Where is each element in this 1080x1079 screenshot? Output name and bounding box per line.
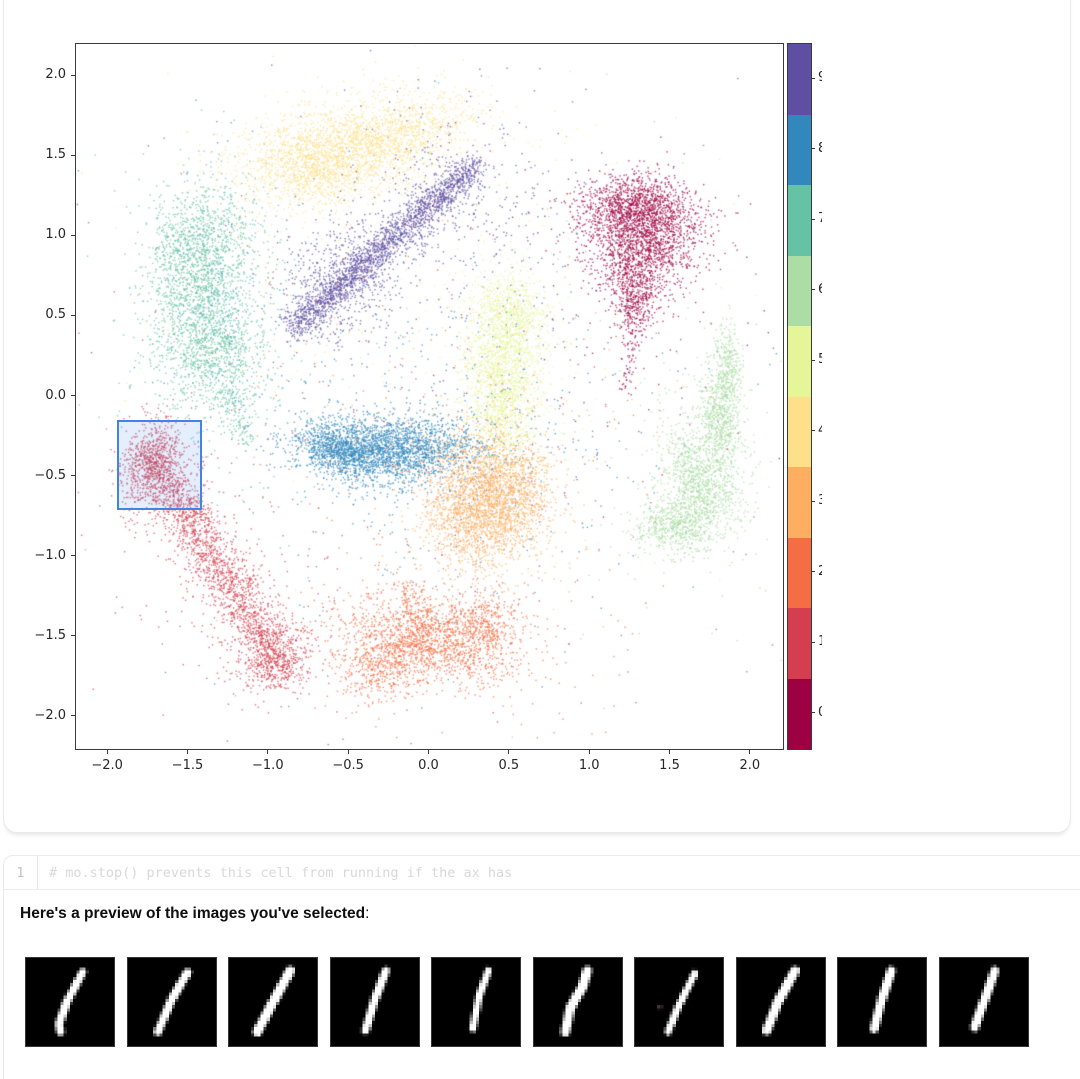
- y-tick-label: −1.5: [34, 627, 66, 643]
- colorbar-tick-label: 1: [818, 634, 822, 649]
- preview-heading-bold: Here's a preview of the images you've se…: [20, 905, 366, 922]
- y-tick-label: 0.0: [45, 387, 66, 403]
- x-tick-label: 1.5: [659, 758, 680, 773]
- x-tick-label: 2.0: [739, 758, 761, 773]
- digit-canvas: [838, 958, 926, 1046]
- digit-canvas: [432, 958, 520, 1046]
- colorbar-tick-label: 2: [818, 564, 822, 579]
- colorbar-segment: [788, 185, 811, 256]
- digit-image: [532, 957, 623, 1047]
- x-tick: [347, 750, 349, 754]
- y-tick-label: 0.5: [45, 307, 66, 323]
- x-tick-label: −1.0: [252, 758, 284, 773]
- x-tick-label: −0.5: [332, 758, 364, 773]
- colorbar-tick-label: 5: [818, 352, 822, 367]
- y-tick: [71, 555, 75, 557]
- y-tick-label: 2.0: [45, 67, 66, 83]
- digit-image: [634, 957, 724, 1047]
- digit-canvas: [939, 958, 1028, 1046]
- x-tick: [588, 750, 590, 754]
- colorbar-segment: [788, 44, 811, 115]
- preview-heading: Here's a preview of the images you've se…: [20, 905, 369, 923]
- embedding-plot[interactable]: [75, 43, 784, 750]
- digit-canvas: [635, 958, 723, 1046]
- colorbar-tick: [811, 571, 815, 573]
- x-tick: [669, 750, 671, 754]
- digit-canvas: [533, 958, 622, 1046]
- digit-canvas: [736, 958, 825, 1046]
- colorbar-tick: [811, 289, 815, 291]
- x-tick-label: 0.0: [418, 758, 439, 773]
- colorbar-tick: [811, 641, 815, 643]
- y-tick: [71, 635, 75, 637]
- digit-preview-row: [25, 957, 1029, 1047]
- y-tick: [71, 395, 75, 396]
- y-tick-label: 1.0: [45, 227, 66, 243]
- selection-rectangle[interactable]: [116, 419, 203, 510]
- colorbar-segment: [788, 255, 811, 326]
- colorbar-segment: [788, 537, 811, 608]
- digit-image: [329, 957, 420, 1047]
- colorbar-tick: [811, 712, 815, 714]
- colorbar-tick: [811, 430, 815, 432]
- x-tick-label: −2.0: [91, 758, 123, 773]
- colorbar-tick: [811, 218, 815, 220]
- colorbar-tick-label: 7: [818, 211, 822, 226]
- scatter-canvas: [76, 44, 783, 749]
- y-tick-label: 1.5: [45, 147, 66, 163]
- y-tick: [71, 234, 75, 236]
- x-tick: [508, 750, 510, 754]
- colorbar-segment: [788, 396, 811, 467]
- digit-canvas: [229, 958, 317, 1046]
- x-tick-label: 1.0: [578, 758, 600, 773]
- digit-image: [431, 957, 521, 1047]
- colorbar-tick-label: 4: [818, 423, 822, 438]
- colorbar: [787, 43, 812, 750]
- y-tick: [71, 154, 75, 156]
- y-tick: [71, 74, 75, 76]
- colorbar-segment: [788, 608, 811, 679]
- y-tick-label: −2.0: [34, 707, 66, 723]
- y-tick-label: −0.5: [34, 467, 66, 483]
- colorbar-tick: [811, 500, 815, 502]
- colorbar-tick-label: 0: [818, 705, 822, 720]
- x-tick-label: −1.5: [171, 758, 204, 773]
- x-tick: [267, 750, 269, 754]
- digit-canvas: [26, 958, 114, 1046]
- embedding-figure: −2.0 −1.5 −1.0 −0.5 0.0 0.5 1.0 1.5 2.0 2.0 1.5 1.0…: [34, 43, 822, 773]
- colorbar-tick-label: 9: [818, 70, 822, 85]
- preview-heading-colon: :: [365, 905, 370, 922]
- code-editor-line[interactable]: 1 # mo.stop() prevents this cell from ru…: [4, 856, 1080, 890]
- colorbar-tick-label: 8: [818, 141, 822, 156]
- digit-image: [25, 957, 115, 1047]
- x-tick: [749, 750, 751, 754]
- digit-canvas: [127, 958, 216, 1046]
- x-tick-label: 0.5: [498, 758, 520, 773]
- colorbar-tick-label: 3: [818, 493, 822, 508]
- y-tick: [71, 715, 75, 717]
- colorbar-tick: [811, 77, 815, 79]
- digit-image: [938, 957, 1029, 1047]
- x-tick: [428, 750, 429, 754]
- digit-image: [837, 957, 927, 1047]
- colorbar-segment: [788, 326, 811, 397]
- colorbar-tick: [811, 359, 815, 361]
- digit-canvas: [330, 958, 419, 1046]
- x-tick: [106, 750, 108, 754]
- colorbar-segment: [788, 678, 811, 749]
- y-tick: [71, 314, 75, 316]
- colorbar-segment: [788, 114, 811, 185]
- y-tick-label: −1.0: [34, 547, 66, 563]
- line-number: 1: [4, 856, 38, 889]
- colorbar-segment: [788, 467, 811, 538]
- y-tick: [71, 475, 75, 477]
- digit-image: [126, 957, 217, 1047]
- digit-image: [735, 957, 826, 1047]
- colorbar-tick-label: 6: [818, 282, 822, 297]
- colorbar-tick: [811, 148, 815, 150]
- x-tick: [186, 750, 188, 754]
- code-text: # mo.stop() prevents this cell from runn…: [49, 864, 513, 881]
- digit-image: [228, 957, 318, 1047]
